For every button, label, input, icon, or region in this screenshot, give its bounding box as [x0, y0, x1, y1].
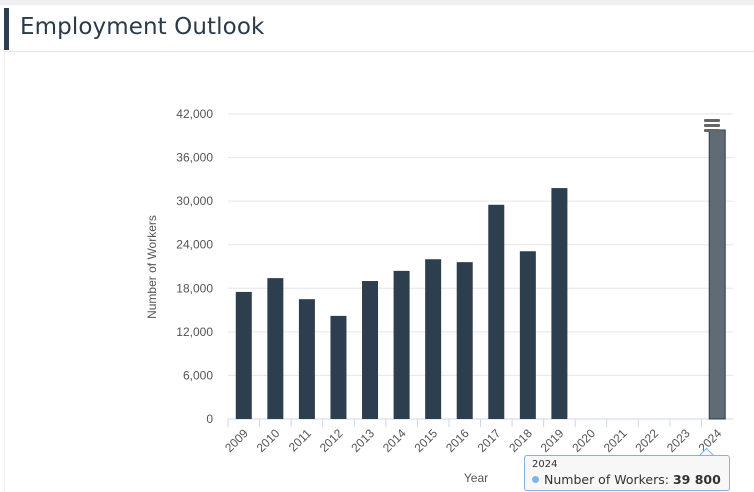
bar-2018 — [519, 251, 536, 419]
x-tick-label: 2016 — [443, 426, 472, 455]
tooltip-category: 2024 — [532, 459, 558, 470]
y-tick-label: 42,000 — [176, 107, 213, 121]
bar-2012 — [330, 315, 347, 419]
x-tick-label: 2017 — [475, 426, 504, 455]
tooltip-value: 39 800 — [672, 472, 721, 487]
y-tick-label: 24,000 — [176, 238, 213, 252]
y-tick-label: 12,000 — [176, 325, 213, 339]
hamburger-menu-icon — [704, 119, 720, 122]
x-tick-label: 2022 — [632, 426, 661, 455]
hamburger-line — [704, 129, 720, 132]
bar-2015 — [425, 259, 442, 419]
divider — [4, 52, 5, 492]
chart-menu-button[interactable] — [700, 115, 724, 137]
top-strip — [0, 0, 754, 5]
y-tick-label: 6,000 — [183, 368, 213, 382]
y-tick-label: 30,000 — [176, 194, 213, 208]
x-tick-label: 2020 — [569, 426, 598, 455]
bar-2016 — [456, 262, 473, 419]
x-tick-label: 2013 — [348, 426, 377, 455]
y-tick-label: 0 — [206, 412, 213, 426]
series-dot-icon — [532, 476, 539, 483]
x-tick-label: 2015 — [411, 426, 440, 455]
header-accent-bar — [4, 8, 9, 50]
x-tick-label: 2010 — [254, 426, 283, 455]
x-tick-label: 2011 — [286, 426, 314, 454]
bar-2019 — [551, 188, 568, 419]
page-header: Employment Outlook — [4, 6, 754, 52]
x-tick-label: 2018 — [506, 426, 535, 455]
x-tick-label: 2019 — [538, 426, 567, 455]
bar-2024 — [708, 129, 726, 420]
y-tick-label: 18,000 — [176, 281, 213, 295]
x-tick-label: 2009 — [222, 426, 251, 455]
x-tick-label: 2014 — [380, 426, 409, 455]
bar-2013 — [362, 281, 379, 419]
x-axis-title: Year — [464, 471, 488, 485]
page-title: Employment Outlook — [20, 14, 265, 40]
bar-2009 — [235, 291, 252, 419]
x-tick-label: 2023 — [664, 426, 693, 455]
hamburger-line — [704, 124, 720, 127]
bar-2011 — [298, 299, 315, 419]
tooltip-series: Number of Workers: — [544, 472, 669, 487]
y-axis-title: Number of Workers — [145, 215, 159, 319]
x-tick-label: 2012 — [317, 426, 346, 455]
bar-2017 — [488, 204, 505, 419]
bar-2010 — [267, 278, 284, 419]
x-tick-label: 2021 — [601, 426, 630, 455]
y-tick-label: 36,000 — [176, 151, 213, 165]
chart-tooltip: 2024 Number of Workers: 39 800 — [524, 455, 730, 491]
bar-2014 — [393, 270, 410, 419]
